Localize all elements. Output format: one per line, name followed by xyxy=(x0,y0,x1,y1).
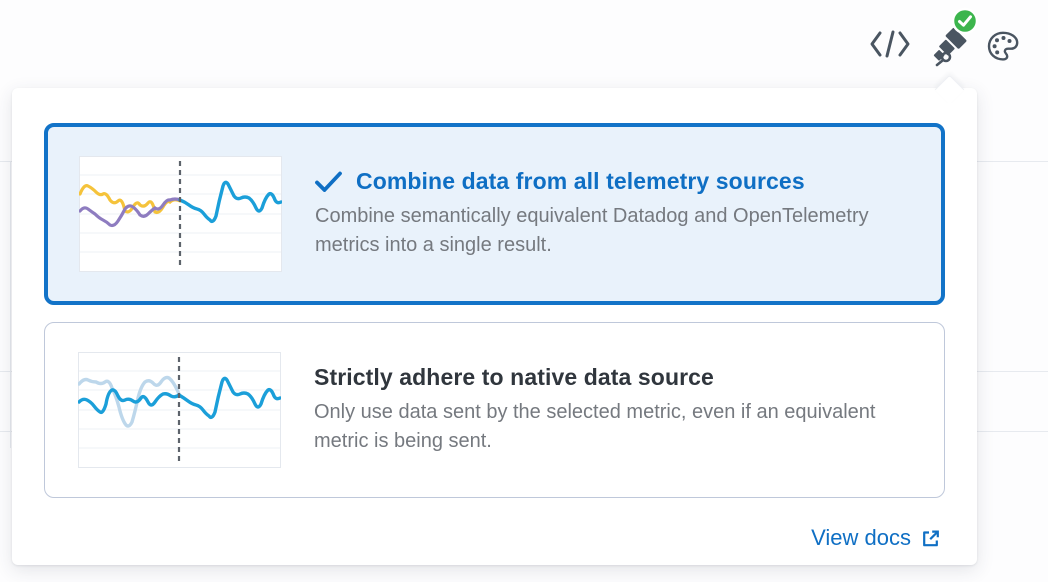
option-title: Strictly adhere to native data source xyxy=(314,364,714,390)
check-icon xyxy=(315,171,342,192)
palette-icon[interactable] xyxy=(986,30,1020,67)
telescope-icon[interactable] xyxy=(925,20,973,73)
native-source-chart-illustration xyxy=(78,352,281,468)
view-docs-label: View docs xyxy=(811,525,911,550)
option-description: Only use data sent by the selected metri… xyxy=(314,401,876,452)
check-badge-icon xyxy=(951,7,979,40)
option-title: Combine data from all telemetry sources xyxy=(356,168,805,194)
option-combine-telemetry-sources[interactable]: Combine data from all telemetry sources … xyxy=(44,123,945,305)
code-icon[interactable] xyxy=(869,29,911,64)
popover-caret xyxy=(934,74,965,105)
telemetry-source-popover: Combine data from all telemetry sources … xyxy=(12,74,977,565)
background-panel-edge xyxy=(10,161,11,448)
external-link-icon xyxy=(923,530,939,546)
view-docs-link[interactable]: View docs xyxy=(811,525,941,551)
option-native-data-source[interactable]: Strictly adhere to native data source On… xyxy=(44,322,945,498)
combined-sources-chart-illustration xyxy=(79,156,282,272)
option-description: Combine semantically equivalent Datadog … xyxy=(315,205,869,256)
